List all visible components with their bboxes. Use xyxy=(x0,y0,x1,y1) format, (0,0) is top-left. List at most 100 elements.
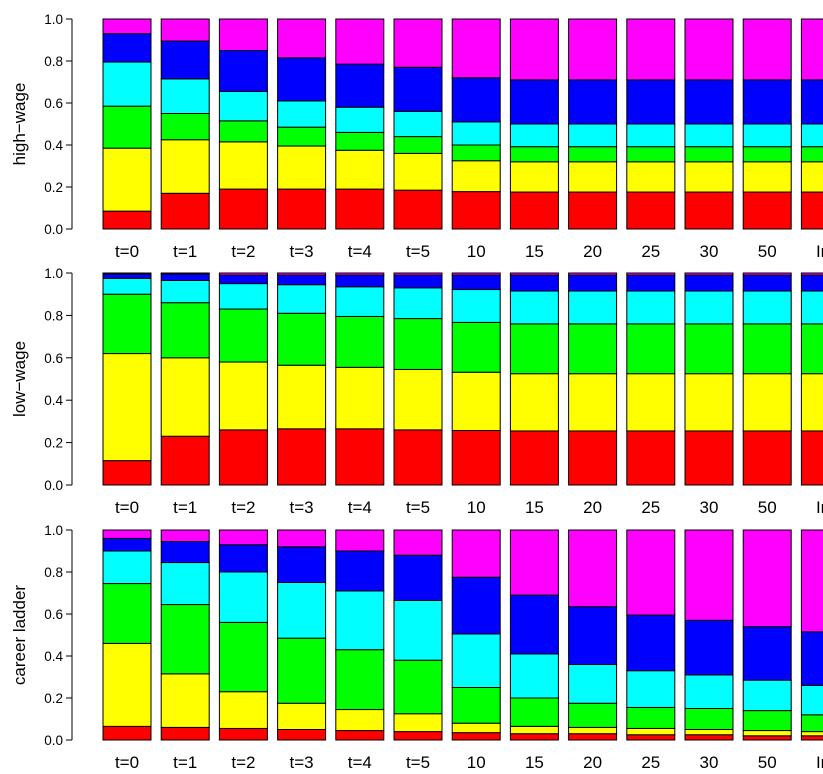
bar-segment xyxy=(393,152,443,191)
bar-segment xyxy=(277,272,327,276)
bar-segment xyxy=(218,283,268,310)
bar-segment xyxy=(568,726,618,735)
bar-segment xyxy=(160,357,210,437)
bar-segment xyxy=(451,18,501,79)
bar-segment xyxy=(684,619,734,676)
y-tick-label: 1.0 xyxy=(44,12,63,27)
bar-segment xyxy=(626,614,676,672)
x-tick-label: 30 xyxy=(700,498,719,517)
bar-segment xyxy=(742,272,792,276)
bar-segment xyxy=(568,274,618,292)
bar-segment xyxy=(568,702,618,728)
bar-segment xyxy=(509,79,559,125)
bar-segment xyxy=(509,290,559,325)
bar-segment xyxy=(160,435,210,486)
bar-segment xyxy=(684,529,734,621)
bar-segment xyxy=(800,631,823,686)
bar-segment xyxy=(684,729,734,736)
bar-segment xyxy=(451,191,501,230)
bar-segment xyxy=(160,673,210,728)
x-tick-label: Inf xyxy=(816,498,823,517)
bar-segment xyxy=(102,277,152,295)
bar-segment xyxy=(509,146,559,163)
bar-segment xyxy=(160,726,210,741)
bar-segment xyxy=(742,18,792,81)
x-tick-label: t=5 xyxy=(406,242,430,261)
bar-segment xyxy=(800,323,823,375)
y-axis-title: career ladder xyxy=(10,585,29,686)
bar-segment xyxy=(509,430,559,486)
bar-segment xyxy=(742,161,792,193)
chart-panel-1: t=0 t=1 t=2 t=3 t=4 t=5 10 15 20 25 30 50 Inf 0.0 0.2 0… xyxy=(10,12,823,261)
bar-segment xyxy=(218,544,268,573)
y-tick-label: 0.8 xyxy=(44,565,63,580)
bar-segment xyxy=(335,366,385,430)
x-tick-label: t=4 xyxy=(348,242,372,261)
bar-segment xyxy=(393,429,443,486)
bar-segment xyxy=(684,18,734,81)
bar-segment xyxy=(800,191,823,230)
bar-segment xyxy=(451,722,501,734)
bar-segment xyxy=(626,706,676,729)
bar-segment xyxy=(800,373,823,432)
bar-segment xyxy=(335,730,385,741)
bar-segment xyxy=(626,734,676,741)
bar-segment xyxy=(684,146,734,163)
bar-segment xyxy=(684,272,734,276)
x-tick-label: 30 xyxy=(700,753,719,769)
bar-segment xyxy=(218,120,268,143)
bar-segment xyxy=(277,100,327,128)
bar-segment xyxy=(218,90,268,122)
x-tick-label: 20 xyxy=(583,242,602,261)
bar-segment xyxy=(509,323,559,375)
bar-segment xyxy=(509,272,559,276)
bar-segment xyxy=(626,373,676,432)
bar-segment xyxy=(218,141,268,190)
bar-segment xyxy=(568,373,618,432)
bar-segment xyxy=(160,273,210,281)
bar-segment xyxy=(277,312,327,366)
y-tick-label: 0.4 xyxy=(44,393,63,408)
x-tick-label: 25 xyxy=(641,242,660,261)
bar-segment xyxy=(626,146,676,163)
bar-segment xyxy=(800,274,823,292)
bar-segment xyxy=(335,315,385,368)
bar-segment xyxy=(335,529,385,552)
bar-segment xyxy=(277,702,327,730)
bar-segment xyxy=(218,429,268,486)
bar-segment xyxy=(568,146,618,163)
bar-segment xyxy=(160,40,210,80)
bar-segment xyxy=(568,733,618,741)
bar-segment xyxy=(509,191,559,230)
bar-segment xyxy=(218,571,268,623)
bar-segment xyxy=(742,79,792,125)
bar-segment xyxy=(393,529,443,556)
bar-segment xyxy=(451,121,501,146)
bar-segment xyxy=(568,161,618,193)
bar-segment xyxy=(277,284,327,314)
bar-segment xyxy=(393,272,443,276)
bar-segment xyxy=(102,537,152,552)
bar-segment xyxy=(451,576,501,635)
bar-segment xyxy=(568,529,618,608)
bar-segment xyxy=(335,188,385,230)
bar-segment xyxy=(277,428,327,486)
bar-segment xyxy=(160,529,210,543)
bar-segment xyxy=(218,691,268,729)
bar-segment xyxy=(626,670,676,708)
x-tick-label: 10 xyxy=(467,498,486,517)
bar-segment xyxy=(160,562,210,606)
bar-segment xyxy=(800,714,823,733)
bar-segment xyxy=(102,210,152,230)
bar-segment xyxy=(626,290,676,325)
bar-segment xyxy=(218,188,268,230)
bar-segment xyxy=(800,161,823,193)
y-tick-label: 0.8 xyxy=(44,308,63,323)
bar-segment xyxy=(102,273,152,279)
bar-segment xyxy=(102,460,152,486)
bar-segment xyxy=(102,61,152,107)
y-tick-label: 0.6 xyxy=(44,351,63,366)
bar-segment xyxy=(277,18,327,59)
bar-segment xyxy=(277,546,327,583)
